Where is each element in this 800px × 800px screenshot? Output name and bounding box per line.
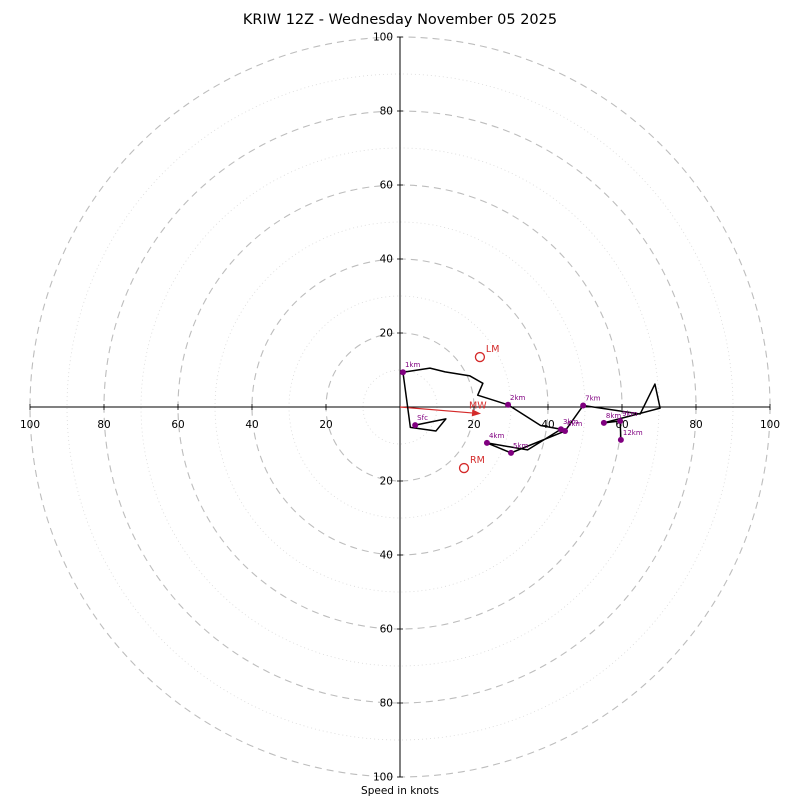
x-tick-label: 40 xyxy=(541,419,554,431)
level-point xyxy=(562,428,569,435)
level-label: 3km xyxy=(563,418,579,426)
x-tick-label: 60 xyxy=(171,419,184,431)
x-tick-label: 80 xyxy=(689,419,702,431)
level-label: 4km xyxy=(489,432,505,440)
mean-wind-label: MW xyxy=(469,401,487,412)
level-label: 12km xyxy=(623,429,643,437)
level-label: 6km xyxy=(567,420,583,428)
hodograph-trace xyxy=(402,367,661,454)
mean-wind-arrowhead xyxy=(471,409,482,417)
x-axis-label: Speed in knots xyxy=(361,785,439,797)
level-point xyxy=(505,401,512,408)
y-tick-label: 60 xyxy=(380,180,393,192)
x-tick-label: 80 xyxy=(97,419,110,431)
y-tick-label: 20 xyxy=(380,328,393,340)
y-tick-label: 20 xyxy=(380,476,393,488)
y-tick-label: 40 xyxy=(380,550,393,562)
level-point xyxy=(600,419,607,426)
level-label: Sfc xyxy=(417,414,428,422)
level-point xyxy=(617,418,624,425)
x-tick-label: 20 xyxy=(319,419,332,431)
level-label: 8km xyxy=(606,412,622,420)
level-point xyxy=(399,369,406,376)
mean-wind-arrow xyxy=(399,406,473,414)
y-tick-label: 80 xyxy=(380,106,393,118)
level-point xyxy=(483,439,490,446)
level-point xyxy=(412,422,419,429)
level-label: 5km xyxy=(513,442,529,450)
y-tick-label: 40 xyxy=(380,254,393,266)
y-tick-label: 60 xyxy=(380,624,393,636)
level-label: 9km xyxy=(622,410,638,418)
x-tick-label: 100 xyxy=(20,419,40,431)
level-point xyxy=(508,449,514,456)
y-tick-label: 100 xyxy=(373,32,393,44)
y-tick-label: 80 xyxy=(380,698,393,710)
storm-motion-label: RM xyxy=(470,455,485,466)
level-label: 1km xyxy=(405,361,421,369)
level-label: 7km xyxy=(585,395,601,403)
x-tick-label: 100 xyxy=(760,419,780,431)
x-tick-label: 40 xyxy=(245,419,258,431)
y-tick-label: 100 xyxy=(373,772,393,784)
chart-title: KRIW 12Z - Wednesday November 05 2025 xyxy=(242,12,558,28)
level-point xyxy=(617,436,624,443)
level-point xyxy=(580,402,587,409)
storm-motion-marker xyxy=(458,462,470,474)
level-label: 2km xyxy=(510,394,526,402)
x-tick-label: 20 xyxy=(467,419,480,431)
storm-motion-label: LM xyxy=(486,344,500,355)
storm-motion-marker xyxy=(474,351,486,363)
